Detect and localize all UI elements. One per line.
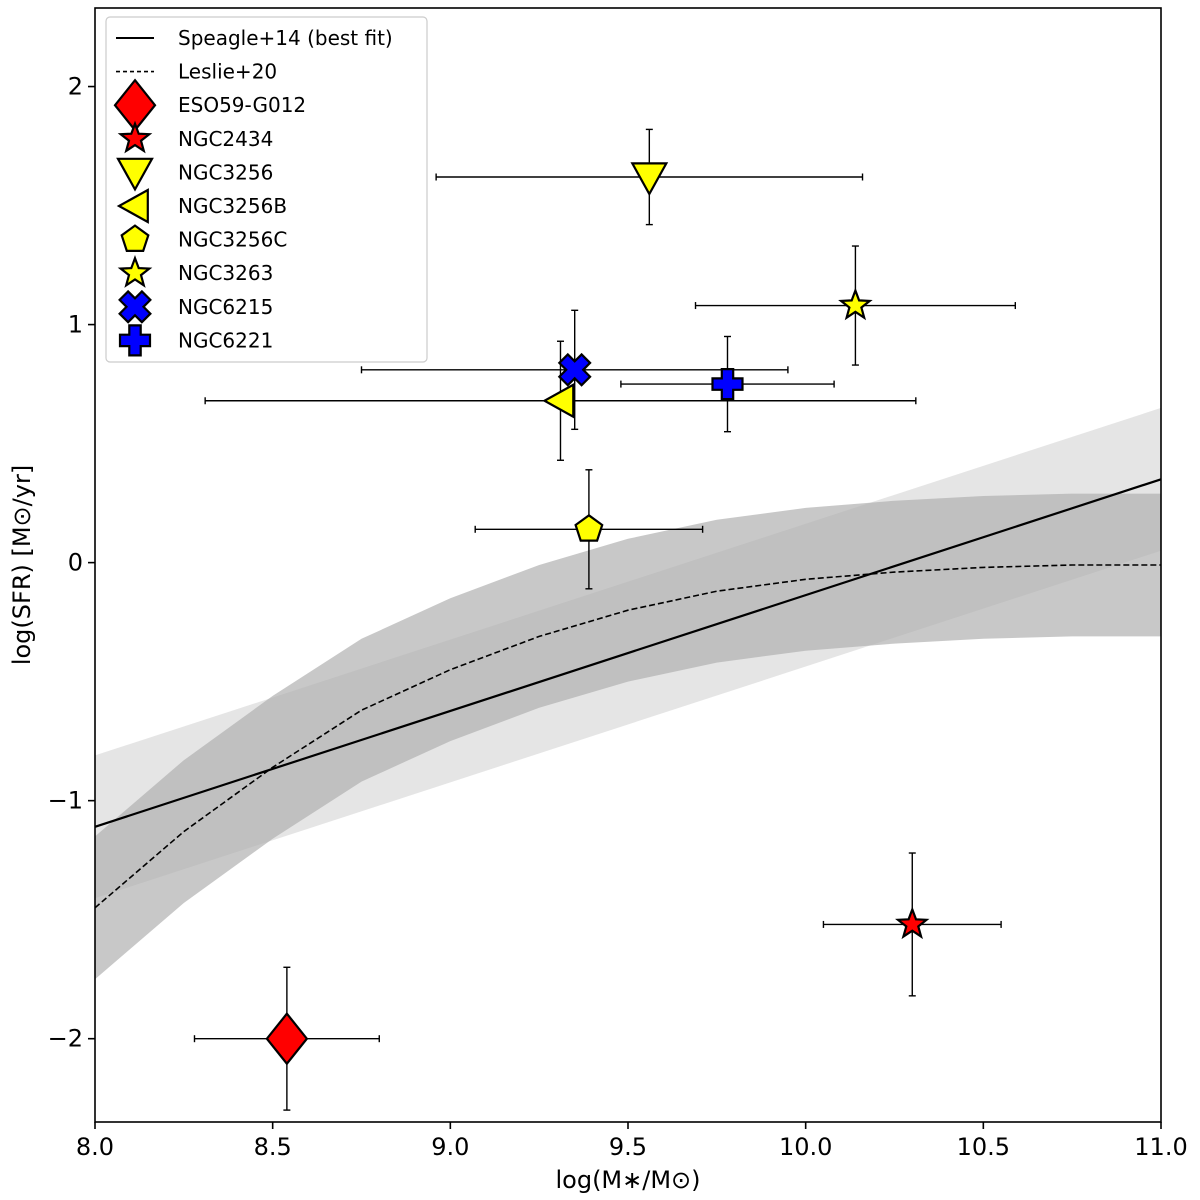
x-tick-label: 8.5 (254, 1133, 292, 1161)
y-tick-label: 0 (68, 549, 83, 577)
x-tick-label: 11.0 (1134, 1133, 1187, 1161)
legend-swatch (118, 324, 152, 357)
point-ngc6215-shape (557, 352, 592, 387)
point-ngc6221 (711, 367, 744, 401)
point-ngc3263 (838, 287, 873, 321)
point-ngc3256b (542, 382, 575, 419)
legend-swatch (118, 289, 152, 324)
y-tick-label: −2 (48, 1025, 83, 1053)
legend-box (105, 16, 428, 363)
legend-swatch (117, 120, 153, 154)
line-leslie-20 (95, 564, 1161, 909)
legend-label: Leslie+20 (178, 60, 277, 84)
band-leslie-20-scatter (95, 493, 1161, 980)
legend-item-speagle-14-best-fit: Speagle+14 (best fit) (116, 26, 393, 50)
relation-lines (95, 478, 1161, 909)
legend-label: ESO59-G012 (178, 93, 306, 117)
data-points (265, 162, 930, 1066)
x-tick-label: 10.0 (779, 1133, 832, 1161)
legend-swatch (116, 188, 149, 224)
y-tick-label: 2 (68, 73, 83, 101)
y-axis-label: log(SFR) [M⊙/yr] (8, 465, 36, 665)
legend-item-ngc6215: NGC6215 (118, 289, 273, 324)
legend-swatch (120, 224, 150, 252)
legend-item-ngc3263: NGC3263 (117, 255, 273, 288)
legend-label: NGC2434 (178, 127, 273, 151)
legend-label: NGC3256C (178, 228, 287, 252)
legend-label: NGC6215 (178, 295, 273, 319)
legend-item-ngc6221: NGC6221 (118, 324, 273, 357)
x-tick-label: 10.5 (957, 1133, 1010, 1161)
legend-label: NGC3256 (178, 160, 273, 184)
legend-item-eso59-g012: ESO59-G012 (113, 78, 306, 132)
legend-label: NGC6221 (178, 328, 273, 352)
point-ngc6215 (557, 352, 592, 387)
point-ngc3256c (574, 513, 604, 542)
legend-label: NGC3256B (178, 194, 287, 218)
legend-item-ngc3256b: NGC3256B (116, 188, 287, 224)
legend-swatch (116, 157, 154, 192)
point-ngc3256 (630, 162, 669, 197)
axis-ticks: 8.0 8.5 9.0 9.5 10.0 10.5 11.0 −2 −1 0 1 2 (48, 73, 1188, 1161)
y-tick-label: −1 (48, 787, 83, 815)
x-tick-label: 9.0 (431, 1133, 469, 1161)
legend-swatch-shape (118, 289, 152, 324)
x-tick-label: 9.5 (609, 1133, 647, 1161)
legend-label: NGC3263 (178, 261, 273, 285)
legend: Speagle+14 (best fit) Leslie+20 ESO59-G012… (105, 16, 428, 363)
x-axis-label: log(M∗/M⊙) (555, 1166, 700, 1194)
legend-label: Speagle+14 (best fit) (178, 26, 393, 50)
legend-swatch (117, 255, 153, 288)
point-ngc2434 (895, 906, 930, 940)
y-tick-label: 1 (68, 311, 83, 339)
legend-item-leslie-20: Leslie+20 (116, 60, 277, 84)
legend-item-ngc3256: NGC3256 (116, 157, 273, 192)
point-eso59-g012 (265, 1011, 309, 1066)
line-speagle-14-best-fit (95, 478, 1161, 828)
x-tick-label: 8.0 (76, 1133, 114, 1161)
legend-item-ngc3256c: NGC3256C (120, 224, 287, 252)
legend-item-ngc2434: NGC2434 (117, 120, 273, 154)
